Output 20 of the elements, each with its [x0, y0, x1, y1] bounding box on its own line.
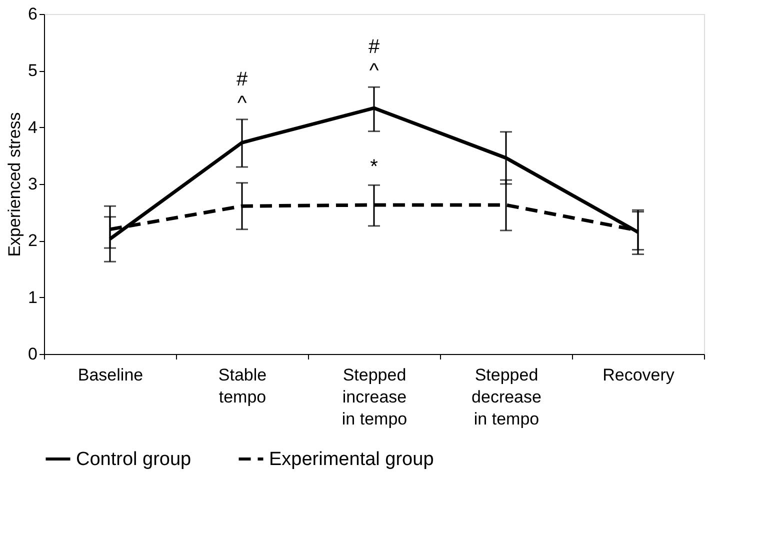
y-tick-label: 1: [28, 288, 38, 307]
x-tick-label: Stepped increase in tempo: [342, 366, 408, 428]
legend-label: Control group: [76, 449, 192, 470]
y-tick-label: 6: [28, 4, 38, 24]
x-tick-label: Stable tempo: [218, 366, 267, 406]
x-tick-label: Recovery: [602, 366, 675, 384]
annotation: ^: [237, 92, 248, 114]
annotation: #: [236, 68, 248, 90]
y-tick-label: 0: [28, 344, 38, 364]
y-tick-label: 4: [28, 118, 38, 137]
y-axis-title: Experienced stress: [5, 112, 24, 257]
y-tick-label: 5: [28, 61, 38, 80]
annotation: *: [370, 156, 378, 178]
y-tick-label: 2: [28, 231, 38, 250]
legend-label: Experimental group: [269, 449, 434, 470]
annotation: #: [368, 36, 380, 58]
annotation: ^: [369, 60, 380, 82]
x-tick-label: Baseline: [78, 366, 144, 384]
y-tick-label: 3: [28, 174, 38, 194]
x-tick-label: Stepped decrease in tempo: [472, 366, 542, 428]
